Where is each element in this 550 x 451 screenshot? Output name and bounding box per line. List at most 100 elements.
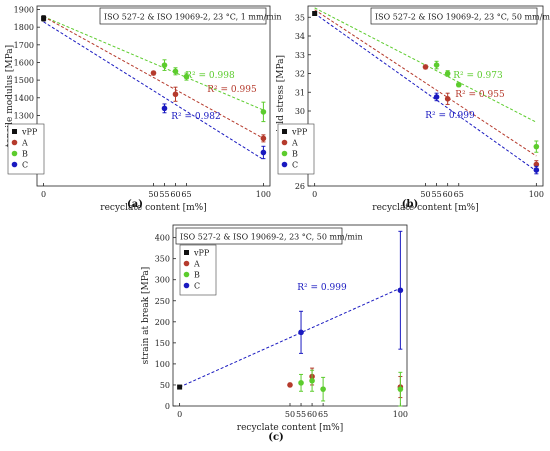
data-point-b [309, 377, 315, 384]
legend-marker [281, 150, 288, 157]
data-point-b [455, 81, 462, 88]
data-point-b [260, 109, 267, 115]
panel-label: (a) [127, 199, 143, 210]
panel-label: (b) [402, 199, 418, 210]
x-tick-label: 0 [41, 190, 46, 199]
annotation-box [99, 7, 267, 25]
legend-label: C [292, 161, 298, 170]
x-tick-label: 60 [307, 410, 317, 419]
x-tick-label: 65 [318, 410, 328, 419]
fit-line [43, 16, 264, 111]
data-point-c [298, 329, 304, 336]
x-tick-label: 100 [256, 190, 271, 199]
x-tick-label: 0 [312, 190, 317, 199]
legend-label: A [291, 139, 298, 148]
legend-marker [11, 161, 18, 168]
annotation-text: ISO 527-2 & ISO 19069-2, 23 °C, 1 mm/min [104, 13, 282, 22]
x-axis-label: recyclate content [m%] [372, 203, 478, 213]
x-tick-label: 60 [170, 190, 180, 199]
fit-r2-label: R² = 0.999 [425, 111, 475, 121]
y-tick-label: 1900 [14, 6, 34, 15]
data-point-b [320, 386, 326, 392]
y-tick-label: 50 [160, 381, 170, 390]
legend-marker [184, 250, 189, 255]
y-tick-label: 1700 [14, 41, 34, 50]
y-tick-label: 1500 [14, 76, 34, 85]
data-point-b [298, 380, 304, 386]
chart-panel-2: 05055606510026272829303132333435recyclat… [276, 5, 550, 213]
fit-r2-label: R² = 0.973 [453, 71, 503, 81]
y-tick-label: 1400 [14, 94, 34, 103]
data-point-c [397, 287, 404, 294]
data-point-b [397, 386, 404, 392]
y-tick-label: 32 [295, 70, 305, 79]
plot-frame [307, 5, 544, 187]
y-tick-label: 1800 [14, 23, 34, 32]
y-axis-label: strain at break [MPa] [141, 267, 151, 365]
data-point-b [444, 70, 451, 77]
legend-label: B [292, 150, 298, 159]
data-point-a [287, 382, 293, 388]
y-tick-label: 30 [295, 107, 305, 116]
y-tick-label: 150 [155, 339, 170, 348]
legend-label: B [22, 150, 28, 159]
data-point-c [161, 105, 168, 112]
legend-marker [183, 282, 190, 289]
legend: vPP ABC [179, 244, 217, 296]
data-point-b [433, 62, 440, 68]
data-point-a [150, 70, 157, 76]
y-tick-label: 31 [295, 88, 305, 97]
y-tick-label: 200 [155, 318, 170, 327]
legend-marker [11, 139, 18, 146]
legend-marker [11, 150, 18, 157]
y-tick-label: 35 [295, 13, 305, 22]
legend-marker [281, 139, 288, 146]
x-tick-label: 60 [443, 190, 453, 199]
data-point-c [260, 149, 267, 156]
x-tick-label: 100 [393, 410, 408, 419]
data-point-c [533, 167, 540, 173]
y-tick-label: 0 [165, 402, 170, 411]
legend-label: vPP [21, 128, 38, 137]
fit-line [43, 21, 264, 160]
data-point-b [161, 62, 168, 68]
fit-line [179, 287, 401, 388]
data-point-vpp [41, 15, 47, 21]
fit-line [314, 9, 537, 157]
legend-label: A [193, 260, 200, 269]
y-tick-label: 34 [295, 32, 305, 41]
annotation-text: ISO 527-2 & ISO 19069-2, 23 °C, 50 mm/mi… [180, 233, 363, 242]
x-tick-label: 100 [529, 190, 544, 199]
data-point-c [433, 94, 440, 100]
data-point-b [183, 73, 190, 80]
fit-r2-label: R² = 0.982 [171, 112, 220, 122]
legend: vPP ABC [7, 123, 45, 175]
fit-r2-label: R² = 0.995 [207, 85, 257, 95]
chart-panel-1: 0505560651001000110012001300140015001600… [5, 6, 282, 213]
fit-line [314, 7, 537, 123]
fit-line [43, 16, 264, 139]
y-tick-label: 100 [155, 360, 170, 369]
fit-r2-label: R² = 0.999 [297, 283, 347, 293]
data-point-a [422, 64, 429, 70]
data-point-vpp [312, 11, 318, 16]
panel-label: (c) [268, 432, 284, 443]
data-point-a [260, 135, 267, 142]
x-tick-label: 55 [431, 190, 441, 199]
x-tick-label: 55 [296, 410, 306, 419]
x-tick-label: 50 [148, 190, 158, 199]
x-axis-label: recyclate content [m%] [237, 423, 343, 433]
data-point-a [172, 91, 179, 98]
annotation-box [370, 7, 538, 25]
legend: vPP ABC [277, 123, 315, 175]
x-tick-label: 50 [285, 410, 295, 419]
plot-frame [36, 5, 271, 187]
y-tick-label: 26 [295, 182, 305, 191]
y-tick-label: 1300 [14, 111, 34, 120]
y-tick-label: 400 [155, 234, 170, 243]
legend-label: B [194, 271, 200, 280]
annotation-box [175, 227, 343, 245]
y-tick-label: 350 [155, 255, 170, 264]
x-tick-label: 65 [454, 190, 464, 199]
